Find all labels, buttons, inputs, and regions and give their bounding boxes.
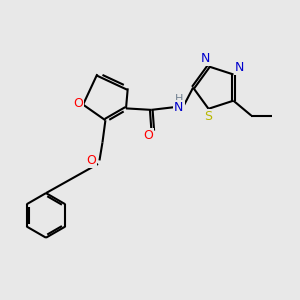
Text: H: H bbox=[175, 94, 183, 103]
Text: O: O bbox=[73, 97, 83, 110]
Text: O: O bbox=[143, 129, 153, 142]
Text: N: N bbox=[201, 52, 210, 65]
Text: N: N bbox=[174, 101, 184, 114]
Text: N: N bbox=[235, 61, 244, 74]
Text: S: S bbox=[205, 110, 212, 123]
Text: O: O bbox=[86, 154, 96, 167]
